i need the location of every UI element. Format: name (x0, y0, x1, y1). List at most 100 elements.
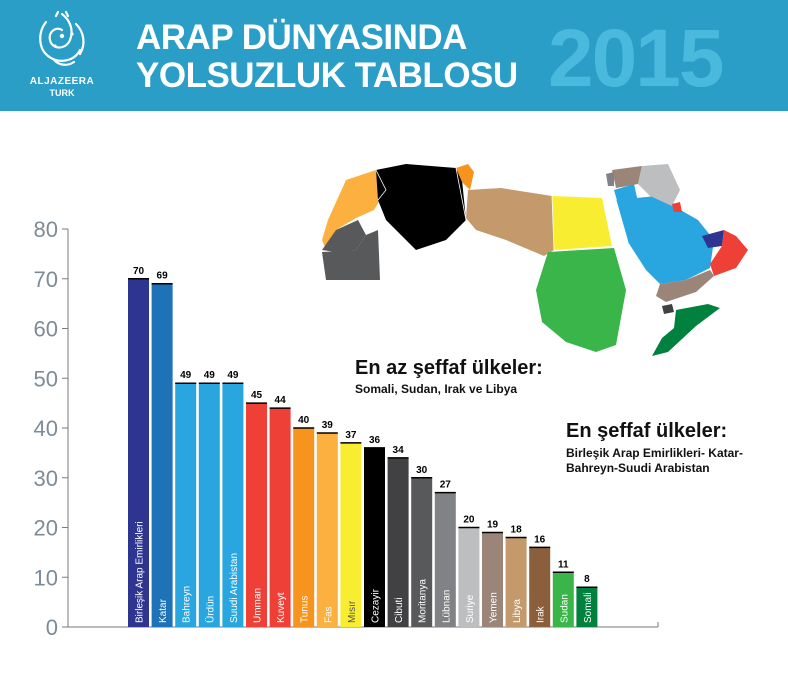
most-transparent-title: En şeffaf ülkeler: (566, 420, 728, 442)
y-tick-label: 10 (34, 565, 58, 590)
most-transparent-list-line2: Bahreyn-Suudi Arabistan (566, 461, 710, 475)
category-label: Irak (536, 605, 547, 623)
bar-value-label: 37 (345, 430, 357, 441)
arab-world-map (322, 164, 748, 356)
corruption-bar-chart: 0 10 20 30 40 50 60 70 80 70 Birleşik Arap Emirlik… (34, 217, 659, 640)
bar-5 (222, 383, 244, 627)
bar-10 (340, 442, 362, 627)
y-tick-label: 0 (46, 615, 58, 640)
category-label: Umman (253, 588, 264, 623)
map-morocco (322, 170, 386, 250)
bar-value-label: 19 (487, 519, 499, 530)
category-label: Libya (512, 599, 523, 623)
category-label: Cibuti (394, 597, 405, 623)
bar-value-label: 69 (157, 271, 169, 282)
aljazeera-logo: ALJAZEERA TURK (22, 6, 102, 104)
map-syria (612, 166, 642, 188)
category-label: Bahreyn (182, 586, 193, 623)
category-label: Katar (158, 598, 169, 623)
bar-value-label: 27 (440, 480, 452, 491)
bar-13 (411, 477, 433, 627)
y-tick-label: 40 (34, 416, 58, 441)
most-transparent-list-line1: Birleşik Arap Emirlikleri- Katar- (566, 446, 743, 460)
bar-6 (246, 403, 267, 627)
category-label: Suriye (465, 594, 476, 623)
map-uae (702, 230, 724, 248)
bar-18 (529, 547, 551, 627)
bar-value-label: 44 (275, 395, 287, 406)
bar-17 (505, 537, 527, 627)
bar-value-label: 16 (534, 534, 546, 545)
page-title-line1: ARAP DÜNYASINDA (136, 18, 467, 57)
category-label: Kuveyt (276, 592, 287, 623)
map-jordan (614, 184, 638, 204)
map-egypt (552, 196, 612, 250)
bar-9 (316, 432, 338, 627)
aljazeera-emblem-icon (39, 10, 85, 66)
map-yemen (656, 270, 714, 302)
least-transparent-list: Somali, Sudan, Irak ve Libya (355, 382, 518, 396)
map-algeria (376, 164, 466, 250)
map-sudan (536, 248, 626, 352)
logo-subtitle: TURK (49, 88, 75, 98)
bar-value-label: 70 (133, 266, 145, 277)
bar-value-label: 45 (251, 390, 263, 401)
least-transparent-title: En az şeffaf ülkeler: (355, 357, 543, 379)
y-tick-label: 20 (34, 516, 58, 541)
map-saudi-arabia (616, 196, 714, 284)
category-label: Yemen (489, 592, 500, 623)
category-label: Somali (583, 592, 594, 623)
category-label: Birleşik Arap Emirlikleri (135, 521, 146, 623)
logo-name: ALJAZEERA (29, 76, 95, 87)
category-label: Ürdün (204, 596, 216, 623)
bar-14 (434, 492, 456, 627)
bar-3 (175, 383, 197, 627)
map-oman (710, 230, 748, 276)
category-label: Suudi Arabistan (229, 553, 240, 623)
bar-value-label: 34 (393, 445, 405, 456)
y-tick-label: 50 (34, 366, 58, 391)
bar-value-label: 40 (298, 415, 310, 426)
header-banner: ALJAZEERA TURK ARAP DÜNYASINDA YOLSUZLUK… (0, 0, 788, 111)
y-tick-label: 70 (34, 267, 58, 292)
map-western-sahara (322, 220, 366, 252)
bar-value-label: 30 (416, 465, 428, 476)
bar-value-label: 36 (369, 435, 381, 446)
bar-15 (458, 527, 480, 627)
map-somalia (652, 304, 720, 356)
bar-value-label: 39 (322, 420, 334, 431)
bar-value-label: 49 (180, 370, 192, 381)
y-tick-label: 60 (34, 317, 58, 342)
map-libya (466, 188, 554, 256)
bar-7 (269, 408, 291, 627)
bar-value-label: 11 (558, 559, 569, 570)
bar-11 (364, 447, 385, 627)
map-tunisia (456, 164, 474, 190)
bar-19 (552, 572, 574, 627)
bar-value-label: 20 (463, 515, 475, 526)
bar-4 (198, 383, 220, 627)
y-tick-label: 80 (34, 217, 58, 242)
map-kuwait (672, 202, 682, 212)
bar-value-label: 18 (511, 524, 523, 535)
bar-12 (387, 457, 409, 627)
page-title-line2: YOLSUZLUK TABLOSU (136, 56, 518, 95)
category-label: Cezayir (371, 588, 382, 623)
bar-1 (128, 278, 149, 627)
category-label: Lübnan (441, 590, 452, 623)
y-tick-label: 30 (34, 466, 58, 491)
map-lebanon (606, 172, 614, 186)
map-djibouti (662, 304, 674, 314)
bar-8 (293, 428, 315, 627)
bar-20 (576, 587, 598, 627)
map-mauritania (322, 230, 380, 280)
year-label: 2015 (548, 13, 724, 104)
category-label: Sudan (559, 594, 570, 623)
bar-value-label: 49 (204, 370, 216, 381)
category-label: Mısır (347, 600, 358, 623)
category-label: Tunus (300, 596, 311, 623)
category-label: Fas (323, 606, 334, 623)
bar-value-label: 49 (227, 370, 239, 381)
map-iraq (638, 164, 680, 206)
bar-16 (482, 532, 503, 627)
